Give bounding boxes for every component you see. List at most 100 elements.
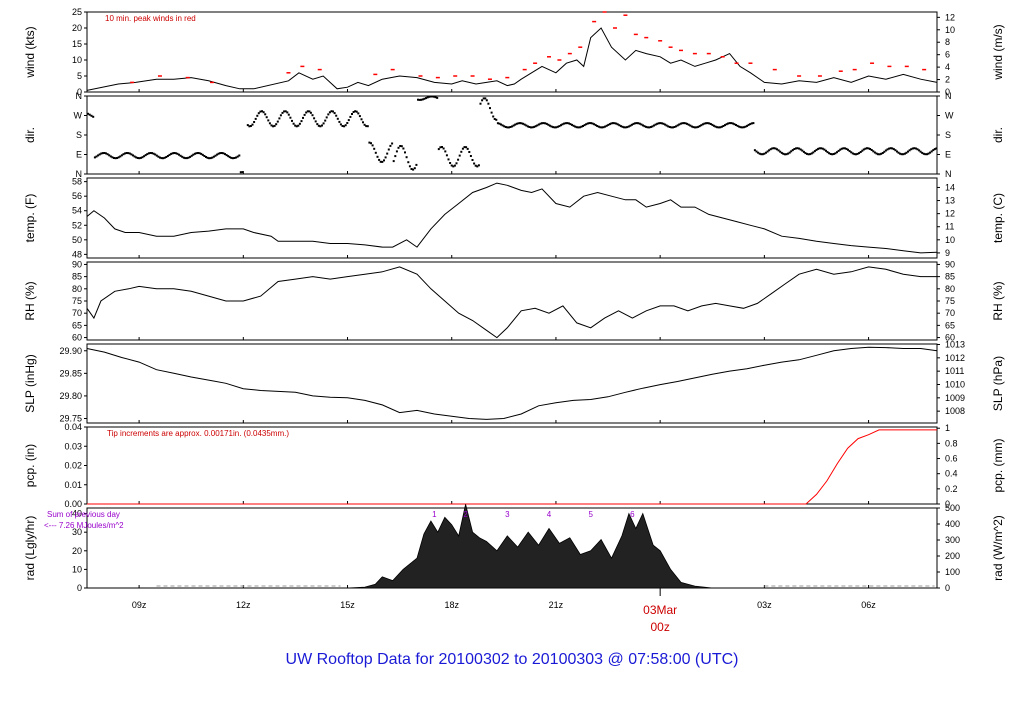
direction-point (322, 122, 325, 125)
y-tick-label: 70 (72, 308, 82, 318)
direction-point (461, 147, 464, 150)
x-tick-label: 06z (861, 600, 876, 610)
direction-point (873, 151, 876, 154)
direction-point (645, 125, 648, 128)
direction-point (125, 152, 128, 154)
direction-point (596, 125, 599, 127)
direction-point (468, 151, 471, 153)
direction-point (122, 153, 125, 156)
direction-point (425, 97, 427, 100)
direction-point (136, 157, 139, 159)
y-right-tick-label: 9 (945, 248, 950, 258)
direction-point (880, 152, 883, 155)
direction-point (632, 122, 635, 125)
direction-point (298, 122, 301, 125)
direction-point (689, 124, 692, 127)
panel-frame-slp (86, 343, 938, 424)
direction-point (638, 122, 641, 125)
direction-point (349, 115, 352, 118)
direction-point (341, 125, 344, 127)
direction-point (507, 126, 510, 129)
y-tick-label: W (74, 111, 83, 121)
direction-point (166, 155, 169, 157)
direction-point (178, 153, 180, 156)
direction-point (460, 150, 463, 153)
direction-point (366, 125, 369, 128)
direction-point (120, 154, 123, 157)
direction-point (305, 111, 308, 114)
direction-point (738, 125, 741, 128)
direction-point (684, 122, 687, 125)
direction-point (279, 114, 282, 117)
direction-point (807, 153, 810, 156)
direction-point (106, 153, 109, 156)
direction-point (351, 113, 353, 115)
direction-point (782, 152, 785, 155)
direction-point (485, 99, 488, 102)
direction-point (720, 125, 723, 128)
direction-point (512, 124, 515, 127)
direction-point (642, 124, 644, 127)
direction-point (203, 155, 206, 157)
direction-point (845, 147, 848, 150)
direction-point (853, 153, 856, 156)
y-tick-label: 0.03 (64, 441, 82, 451)
direction-point (469, 155, 472, 157)
x-tick-label: 15z (340, 600, 355, 610)
y-right-tick-label: N (945, 91, 952, 101)
direction-point (801, 149, 804, 152)
direction-point (417, 98, 419, 101)
direction-point (815, 148, 818, 151)
direction-point (236, 155, 239, 158)
direction-point (796, 147, 799, 150)
direction-point (795, 147, 797, 150)
direction-point (384, 156, 387, 159)
direction-point (392, 160, 395, 163)
direction-point (646, 126, 649, 129)
direction-point (163, 156, 166, 159)
direction-point (916, 148, 919, 151)
direction-point (185, 157, 188, 160)
direction-point (421, 98, 424, 101)
direction-point (831, 153, 834, 156)
direction-point (187, 156, 190, 159)
direction-point (929, 151, 932, 154)
y-right-tick-label: 10 (945, 25, 955, 35)
direction-point (394, 155, 397, 158)
direction-point (173, 152, 176, 154)
direction-point (515, 122, 518, 125)
direction-point (687, 123, 690, 126)
y-tick-label: 75 (72, 296, 82, 306)
direction-point (616, 123, 619, 126)
y-axis-label-right: rad (W/m^2) (991, 515, 1005, 581)
direction-point (870, 149, 873, 151)
direction-point (436, 96, 439, 99)
direction-point (335, 114, 338, 117)
direction-point (892, 148, 895, 151)
direction-point (455, 162, 458, 165)
direction-point (217, 152, 220, 155)
direction-point (306, 110, 309, 113)
direction-point (763, 152, 766, 155)
direction-point (728, 122, 731, 125)
direction-point (793, 148, 796, 150)
direction-point (407, 161, 410, 164)
direction-point (442, 147, 445, 150)
direction-point (476, 165, 479, 168)
direction-point (117, 156, 120, 159)
rad-note-line1: Sum of previous day (47, 510, 120, 519)
direction-point (287, 113, 290, 116)
direction-point (683, 122, 685, 125)
y-right-tick-label: 70 (945, 308, 955, 318)
direction-point (813, 150, 816, 153)
direction-point (205, 156, 207, 158)
direction-point (332, 110, 334, 113)
direction-point (694, 126, 696, 129)
direction-point (791, 149, 794, 152)
direction-point (727, 122, 730, 125)
y-tick-label: 60 (72, 333, 82, 343)
direction-point (821, 147, 824, 150)
direction-point (894, 149, 897, 152)
direction-point (511, 125, 514, 128)
direction-point (267, 119, 270, 122)
